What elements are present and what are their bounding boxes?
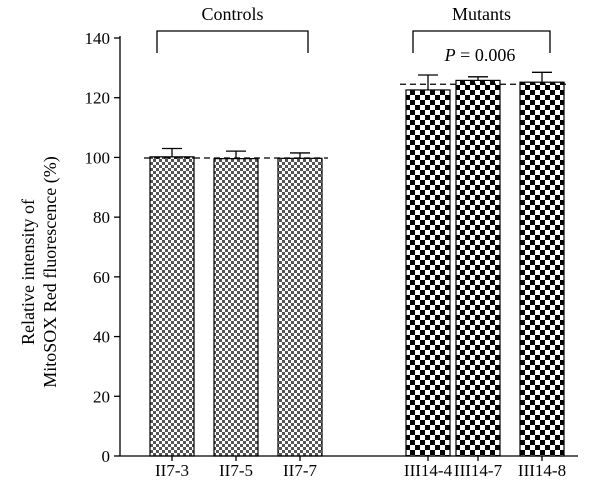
p-value-text: = 0.006	[456, 45, 516, 65]
y-tick-label: 140	[85, 29, 111, 48]
x-tick-label: III14-7	[454, 461, 503, 480]
p-value-annotation: P = 0.006	[444, 45, 516, 65]
x-axis-tick-labels: II7-3 II7-5 II7-7 III14-4 III14-7 III14-8	[155, 456, 566, 480]
bar	[519, 81, 565, 457]
bar	[455, 79, 501, 457]
x-tick-label: II7-7	[283, 461, 317, 480]
y-tick-label: 0	[102, 447, 111, 466]
y-tick-label: 40	[93, 328, 110, 347]
p-value-symbol: P	[444, 45, 456, 65]
bar	[149, 156, 195, 457]
x-tick-label: II7-5	[219, 461, 253, 480]
bar	[405, 89, 451, 457]
group-label: Controls	[201, 4, 263, 24]
group-label: Mutants	[452, 4, 511, 24]
x-tick-label: II7-3	[155, 461, 189, 480]
x-tick-label: III14-4	[404, 461, 453, 480]
y-tick-label: 120	[85, 89, 111, 108]
y-tick-label: 60	[93, 268, 110, 287]
bars	[149, 79, 565, 457]
y-axis-label-line-1: Relative intensity of	[18, 199, 38, 345]
y-tick-label: 100	[85, 148, 111, 167]
y-axis-ticks: 0 20 40 60 80 100 120 140	[85, 29, 120, 466]
bar	[213, 158, 259, 457]
bar	[277, 157, 323, 457]
y-axis-label-line-2: MitoSOX Red fluorescence (%)	[40, 156, 61, 387]
group-bracket	[412, 30, 551, 53]
y-tick-label: 20	[93, 387, 110, 406]
group-mean-lines	[144, 83, 570, 159]
y-axis-label: Relative intensity of MitoSOX Red fluore…	[18, 156, 61, 387]
error-bars	[162, 71, 552, 159]
group-bracket	[156, 30, 309, 53]
group-brackets: Controls Mutants	[156, 4, 551, 53]
y-tick-label: 80	[93, 208, 110, 227]
x-tick-label: III14-8	[518, 461, 566, 480]
